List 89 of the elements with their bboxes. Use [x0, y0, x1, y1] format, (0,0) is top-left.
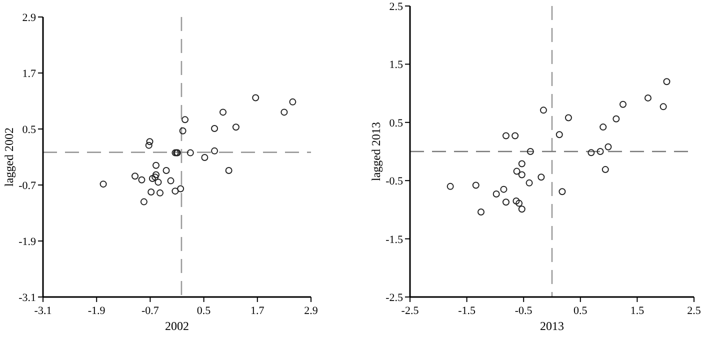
y-tick-label: -2.5: [386, 292, 404, 304]
point: [252, 94, 260, 102]
point: [620, 100, 626, 108]
point: [152, 171, 160, 178]
point: [154, 178, 162, 186]
point: [289, 98, 296, 106]
point: [472, 182, 480, 189]
point: [500, 186, 508, 193]
point: [100, 180, 107, 188]
point: [512, 197, 520, 204]
x-tick-label: -1.5: [458, 305, 476, 317]
y-tick-label: -3.1: [18, 292, 36, 304]
point: [182, 116, 189, 124]
x-tick-label: 2.5: [687, 305, 702, 317]
point: [526, 179, 533, 186]
x-tick-label: 1.5: [630, 305, 645, 317]
x-tick-label: -0.5: [514, 305, 533, 317]
point: [179, 127, 186, 134]
point: [148, 188, 155, 196]
point: [502, 132, 510, 140]
point: [146, 138, 154, 146]
point: [492, 190, 500, 198]
x-tick-label: 2.9: [304, 305, 318, 317]
point: [513, 168, 520, 175]
x-tick-label: -3.1: [34, 305, 52, 317]
x-tick-label: 0.5: [196, 305, 212, 317]
point: [172, 149, 179, 156]
point: [602, 166, 609, 174]
y-tick-label: 1.7: [22, 68, 36, 80]
y-axis-title: lagged 2002: [2, 128, 16, 186]
point: [596, 148, 604, 155]
y-tick-label: -0.5: [386, 176, 404, 188]
point: [132, 172, 139, 180]
point: [186, 149, 194, 156]
point: [540, 106, 547, 114]
x-axis-title: 2002: [165, 319, 189, 333]
point: [220, 108, 227, 116]
point: [516, 200, 523, 207]
point: [152, 174, 159, 181]
point: [600, 124, 607, 131]
point: [588, 149, 595, 156]
point: [167, 177, 174, 184]
x-tick-label: -1.9: [88, 305, 106, 317]
point: [518, 160, 526, 168]
point: [225, 167, 232, 174]
y-tick-label: 1.5: [389, 59, 404, 72]
point: [156, 189, 164, 196]
y-axis-title: lagged 2013: [369, 122, 383, 181]
y-tick-label: 0.5: [389, 117, 404, 130]
point: [612, 115, 620, 122]
point: [148, 174, 156, 182]
point: [280, 108, 288, 116]
point: [177, 185, 184, 192]
point: [604, 143, 612, 150]
point: [518, 171, 526, 178]
point: [211, 125, 218, 132]
point: [526, 148, 534, 155]
y-tick-label: -1.5: [386, 234, 404, 246]
point: [446, 182, 454, 190]
x-axis-title: 2013: [540, 319, 564, 333]
point: [518, 206, 526, 213]
point: [556, 131, 563, 138]
y-tick-label: 2.5: [389, 1, 404, 13]
point: [502, 198, 510, 206]
point: [138, 176, 146, 184]
point: [211, 147, 218, 154]
y-tick-label: -0.7: [18, 180, 36, 192]
point: [152, 162, 160, 169]
y-tick-label: 2.9: [22, 12, 36, 24]
point: [478, 208, 484, 216]
point: [512, 132, 519, 140]
y-tick-label: 0.5: [22, 124, 36, 136]
point: [232, 124, 240, 131]
point: [140, 198, 148, 206]
point: [660, 103, 667, 110]
point: [663, 78, 670, 86]
x-tick-label: -0.7: [141, 305, 160, 317]
point: [145, 142, 152, 149]
point: [564, 114, 572, 122]
point: [538, 174, 545, 181]
point: [201, 154, 208, 161]
point: [172, 188, 179, 195]
point: [644, 94, 652, 102]
x-tick-label: -2.5: [401, 305, 420, 317]
y-tick-label: -1.9: [18, 236, 36, 248]
x-tick-label: 0.5: [574, 305, 588, 317]
x-tick-label: 1.7: [250, 305, 265, 317]
point: [558, 188, 566, 196]
point: [162, 167, 170, 174]
